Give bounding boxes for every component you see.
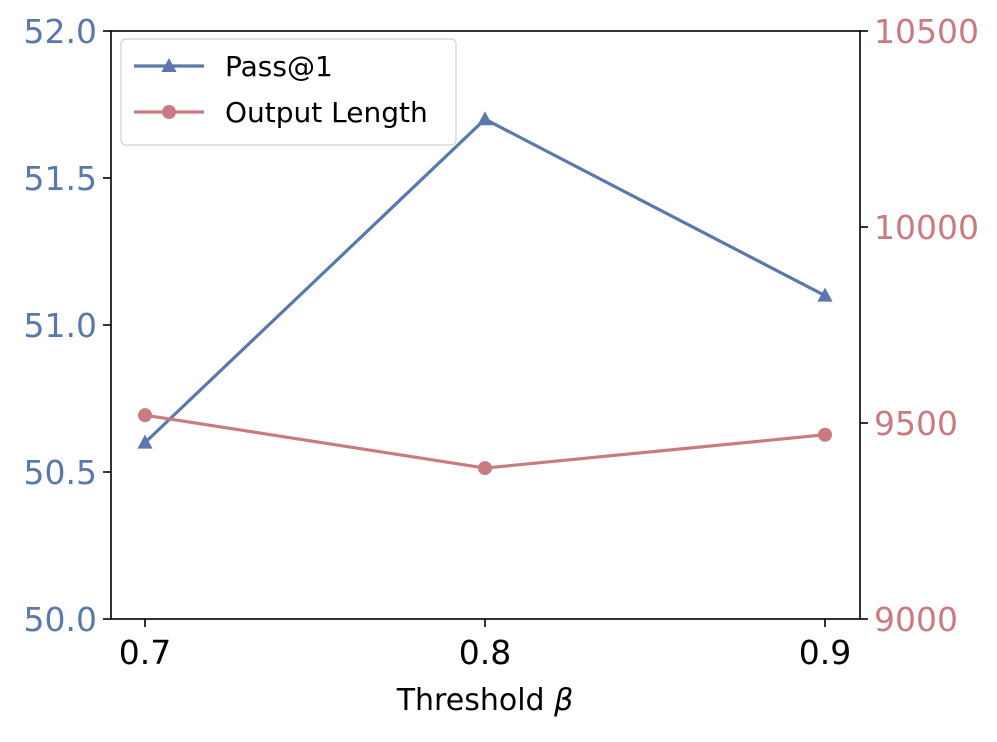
y-right-tick-label: 9500	[874, 404, 958, 443]
data-point-output-length	[478, 461, 492, 476]
x-axis-title-symbol: β	[553, 683, 573, 718]
series-line-output-length	[144, 413, 826, 470]
series-layer	[137, 111, 833, 476]
data-point-pass-1	[137, 434, 153, 449]
x-axis-title-text: Threshold	[396, 683, 545, 718]
y-left-tick-label: 51.5	[24, 159, 97, 198]
x-tick-label: 0.9	[799, 633, 851, 672]
y-left-tick-label: 51.0	[24, 306, 97, 345]
x-tick-label: 0.7	[119, 633, 171, 672]
data-point-output-length	[138, 408, 152, 423]
legend-box	[120, 38, 457, 146]
y-right-tick-label: 10000	[874, 208, 979, 247]
y-left-tick-label: 50.0	[24, 600, 97, 639]
legend-marker-output-length	[162, 105, 176, 119]
x-axis-title: Threshold β	[396, 683, 574, 718]
axes: 0.7 0.8 0.9 50.0 50.5 51.0 51.5 52.0 9000 9500 100…	[24, 12, 979, 672]
legend: Pass@1 Output Length	[120, 38, 457, 146]
y-right-tick-label: 10500	[874, 12, 979, 51]
data-point-output-length	[818, 427, 832, 442]
y-left-tick-label: 50.5	[24, 453, 97, 492]
legend-label-output-length: Output Length	[225, 96, 428, 129]
x-tick-label: 0.8	[459, 633, 511, 672]
legend-label-pass-1: Pass@1	[225, 50, 333, 83]
data-point-pass-1	[817, 287, 833, 302]
data-point-pass-1	[477, 111, 493, 126]
legend-marker-pass-1	[161, 58, 177, 72]
y-left-tick-label: 52.0	[24, 12, 97, 51]
series-line-pass-1	[143, 117, 826, 444]
y-right-tick-label: 9000	[874, 600, 958, 639]
